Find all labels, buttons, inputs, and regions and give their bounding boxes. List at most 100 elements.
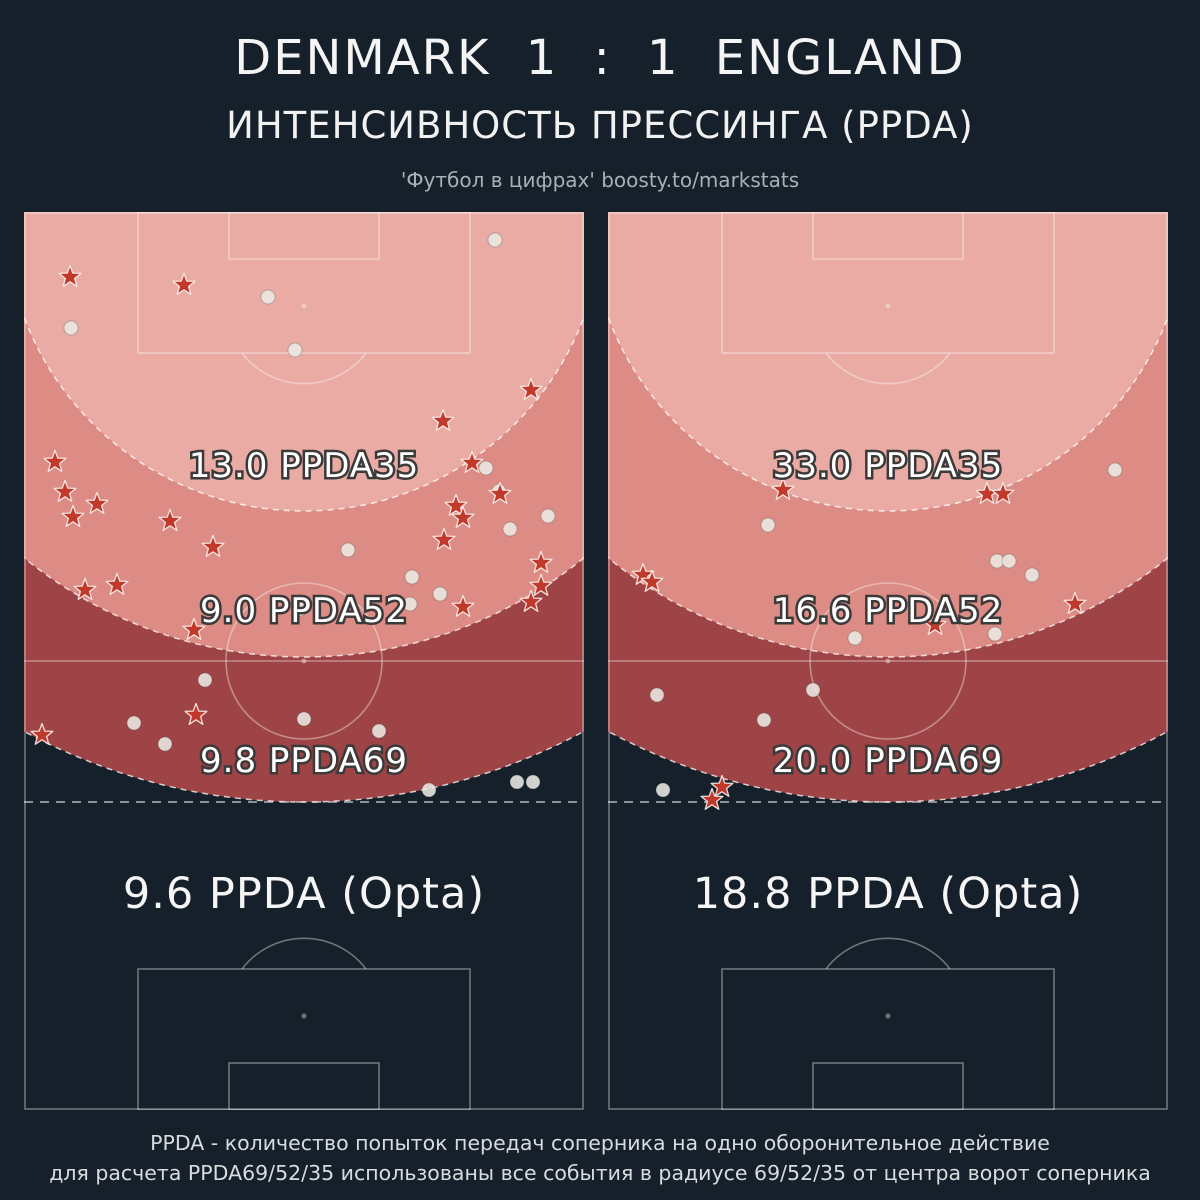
page-subtitle: ИНТЕНСИВНОСТЬ ПРЕССИНГА (PPDA): [226, 104, 974, 147]
defensive-action-star: [432, 527, 456, 550]
defensive-action-star: [640, 569, 664, 592]
defensive-action-star: [53, 479, 77, 502]
penalty-area-top: [137, 212, 471, 354]
defensive-actions-layer: [631, 477, 1087, 810]
center-spot: [885, 658, 891, 664]
pass-dot: [487, 232, 503, 248]
pass-dot: [805, 682, 821, 698]
ppda-zones: [608, 212, 1168, 803]
footnote: PPDA - количество попыток передач соперн…: [0, 1128, 1200, 1188]
pass-dot: [260, 289, 276, 305]
pitch-outline: [608, 212, 1168, 1110]
pass-dot: [1024, 567, 1040, 583]
page-title: DENMARK 1 : 1 ENGLAND: [234, 30, 966, 86]
defensive-action-star: [158, 508, 182, 531]
penalty-arc-top: [825, 352, 951, 385]
pass-dot: [649, 687, 665, 703]
pass-dot: [296, 711, 312, 727]
defensive-action-star: [43, 449, 67, 472]
defensive-action-star: [73, 577, 97, 600]
ppda35-label: 13.0 PPDA35: [189, 446, 420, 486]
pass-dot: [478, 460, 494, 476]
defensive-action-star: [519, 589, 543, 612]
defensive-actions-layer: [30, 264, 553, 745]
defensive-action-star: [771, 477, 795, 500]
ppda-opta-label: 18.8 PPDA (Opta): [693, 869, 1084, 919]
pass-dot: [502, 521, 518, 537]
pass-dot: [525, 774, 541, 790]
pass-dot: [287, 342, 303, 358]
pass-dot: [404, 569, 420, 585]
goal-area-bottom: [228, 1062, 380, 1110]
passes-layer: [649, 462, 1123, 798]
pass-dot: [340, 542, 356, 558]
defensive-action-star: [182, 617, 206, 640]
pass-dot: [987, 626, 1003, 642]
pitch-panels: 13.0 PPDA35 9.0 PPDA52 9.8 PPDA69 9.6 PP…: [24, 212, 1168, 1110]
penalty-arc-bottom: [241, 937, 367, 970]
pitch-outline: [24, 212, 584, 1110]
defensive-action-star: [58, 264, 82, 287]
ppda35-label: 33.0 PPDA35: [773, 446, 1004, 486]
pass-dot: [847, 630, 863, 646]
footnote-line-1: PPDA - количество попыток передач соперн…: [150, 1131, 1050, 1155]
defensive-action-star: [923, 612, 947, 635]
pass-dot: [1107, 462, 1123, 478]
credit-line: 'Футбол в цифрах' boosty.to/markstats: [400, 168, 800, 192]
pass-dot: [655, 782, 671, 798]
ppda-zones: [24, 212, 584, 803]
defensive-action-star: [30, 722, 54, 745]
defensive-action-star: [85, 491, 109, 514]
defensive-action-star: [529, 573, 553, 596]
zone-circle-35: [608, 212, 1168, 512]
goal-area-bottom: [812, 1062, 964, 1110]
pass-dot: [760, 517, 776, 533]
defensive-action-star: [444, 493, 468, 516]
defensive-action-star: [519, 377, 543, 400]
pitch-panel-england: 33.0 PPDA35 16.6 PPDA52 20.0 PPDA69 18.8…: [608, 212, 1168, 1110]
penalty-spot-bottom: [301, 1013, 307, 1019]
pitch-lines: [608, 212, 1168, 1110]
penalty-area-bottom: [137, 968, 471, 1110]
penalty-area-bottom: [721, 968, 1055, 1110]
goal-area-top: [228, 212, 380, 260]
pass-dot: [402, 596, 418, 612]
pass-dot: [197, 672, 213, 688]
ppda-opta-label: 9.6 PPDA (Opta): [123, 869, 485, 919]
defensive-action-star: [451, 505, 475, 528]
ppda69-label: 9.8 PPDA69: [200, 741, 408, 781]
defensive-action-star: [201, 534, 225, 557]
defensive-action-star: [105, 572, 129, 595]
defensive-action-star: [184, 702, 208, 725]
penalty-spot-bottom: [885, 1013, 891, 1019]
pass-dot: [126, 715, 142, 731]
pitch-svg-england: 33.0 PPDA35 16.6 PPDA52 20.0 PPDA69 18.8…: [608, 212, 1168, 1110]
defensive-action-star: [451, 594, 475, 617]
pass-dot: [432, 586, 448, 602]
defensive-action-star: [61, 504, 85, 527]
pitch-svg-denmark: 13.0 PPDA35 9.0 PPDA52 9.8 PPDA69 9.6 PP…: [24, 212, 584, 1110]
penalty-arc-bottom: [825, 937, 951, 970]
center-circle: [225, 582, 383, 740]
pass-dot: [63, 320, 79, 336]
penalty-spot-top: [885, 303, 891, 309]
pass-dot: [1001, 553, 1017, 569]
center-circle: [809, 582, 967, 740]
penalty-arc-top: [241, 352, 367, 385]
center-spot: [301, 658, 307, 664]
pitch-panel-denmark: 13.0 PPDA35 9.0 PPDA52 9.8 PPDA69 9.6 PP…: [24, 212, 584, 1110]
defensive-action-star: [488, 481, 512, 504]
pass-dot: [540, 508, 556, 524]
ppda69-label: 20.0 PPDA69: [773, 741, 1004, 781]
defensive-action-star: [172, 272, 196, 295]
pass-dot: [421, 782, 437, 798]
footnote-line-2: для расчета PPDA69/52/35 использованы вс…: [49, 1161, 1151, 1185]
defensive-action-star: [431, 408, 455, 431]
pass-dot: [292, 601, 308, 617]
ppda52-label: 16.6 PPDA52: [773, 591, 1004, 631]
goal-area-top: [812, 212, 964, 260]
defensive-action-star: [710, 774, 734, 797]
pitch-lines: [24, 212, 584, 1110]
ppda52-label: 9.0 PPDA52: [200, 591, 408, 631]
defensive-action-star: [700, 787, 724, 810]
